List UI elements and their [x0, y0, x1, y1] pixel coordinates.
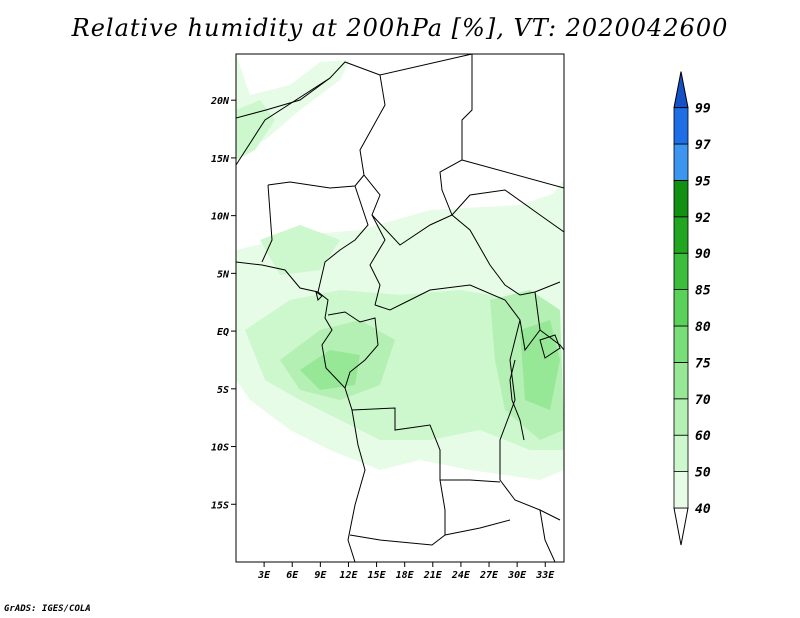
lat-tick-label: 10N — [211, 212, 230, 223]
lon-axis: 3E 6E 9E 12E 15E 18E 21E 24E 27E 30E 33E — [257, 562, 555, 581]
border-nigeria — [261, 174, 365, 263]
grads-credit: GrADS: IGES/COLA — [4, 604, 91, 614]
lat-tick-label: 5N — [217, 269, 230, 280]
lat-axis: 20N 15N 10N 5N EQ 5S 10S 15S — [210, 96, 236, 511]
colorbar-segment — [673, 471, 689, 509]
border-zambia — [444, 479, 561, 536]
lat-tick-label: 15S — [211, 500, 229, 511]
lon-tick-label: 9E — [314, 570, 327, 581]
lon-tick-label: 24E — [451, 570, 471, 581]
colorbar-label: 50 — [695, 466, 711, 481]
colorbar-segment — [673, 361, 689, 400]
colorbar-segment — [673, 289, 689, 327]
colorbar-label: 97 — [695, 138, 711, 153]
border-lake-tanganyika — [509, 359, 525, 441]
border-congo — [374, 284, 521, 480]
humidity-region-75 — [300, 350, 360, 390]
coastline-gulf-guinea-island — [315, 290, 323, 301]
colorbar-segment — [673, 107, 689, 145]
colorbar: 40 50 60 70 75 80 85 90 92 95 97 99 — [673, 71, 711, 546]
border-mozambique — [539, 509, 556, 562]
lon-tick-label: 18E — [396, 570, 415, 581]
border-east — [519, 291, 564, 352]
humidity-region-50c — [500, 180, 564, 270]
lon-tick-label: 3E — [257, 570, 271, 581]
lon-tick-label: 33E — [535, 570, 555, 581]
border-sahel — [236, 61, 386, 306]
colorbar-segment — [673, 143, 689, 181]
map-frame — [235, 53, 565, 563]
lat-tick-label: 10S — [211, 443, 229, 454]
colorbar-label: 90 — [695, 247, 711, 262]
lat-tick-label: 20N — [210, 96, 230, 107]
colorbar-segment — [673, 216, 689, 254]
coastline-lake-victoria — [539, 334, 561, 359]
colorbar-segment — [673, 434, 689, 473]
colorbar-label: 60 — [695, 429, 711, 444]
colorbar-segment — [673, 252, 689, 290]
lon-tick-label: 27E — [479, 570, 499, 581]
lon-tick-label: 21E — [423, 570, 443, 581]
colorbar-label: 80 — [695, 320, 711, 335]
lat-tick-label: 15N — [211, 154, 230, 165]
border-south-sudan — [451, 159, 564, 233]
colorbar-segment — [673, 398, 689, 436]
border-north — [236, 77, 331, 119]
border-angola — [349, 479, 446, 546]
colorbar-label: 92 — [695, 211, 711, 226]
border-gabon — [327, 311, 379, 389]
lon-tick-label: 15E — [368, 570, 387, 581]
colorbar-label: 40 — [695, 502, 711, 517]
border-cameroon — [317, 185, 369, 293]
border-libya-sudan — [379, 54, 473, 216]
colorbar-label: 70 — [695, 393, 711, 408]
lat-tick-label: 5S — [217, 385, 229, 396]
lon-tick-label: 12E — [339, 570, 358, 581]
lat-tick-label: EQ — [217, 327, 229, 338]
border-car — [371, 214, 561, 296]
colorbar-top-arrow — [673, 71, 689, 109]
coastline-west-africa — [236, 261, 366, 562]
colorbar-label: 95 — [695, 174, 711, 189]
colorbar-label: 85 — [695, 284, 711, 299]
lon-tick-label: 30E — [507, 570, 527, 581]
map-title: Relative humidity at 200hPa [%], VT: 202… — [71, 14, 729, 42]
colorbar-segment — [673, 325, 689, 363]
humidity-region-60b — [260, 225, 340, 275]
humidity-field — [236, 54, 564, 480]
lon-tick-label: 6E — [286, 570, 299, 581]
colorbar-label: 75 — [695, 356, 711, 371]
colorbar-label: 99 — [695, 102, 711, 117]
country-borders — [236, 54, 564, 562]
colorbar-bottom-arrow — [673, 507, 689, 546]
colorbar-segment — [673, 179, 689, 218]
border-drc-south — [351, 407, 501, 483]
